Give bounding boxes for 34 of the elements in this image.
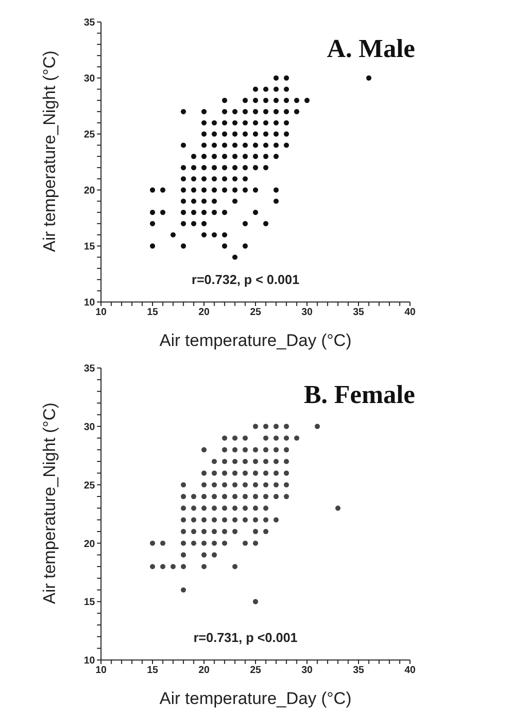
x-axis-title: Air temperature_Day (°C) — [160, 331, 352, 350]
x-tick-label: 30 — [301, 665, 313, 676]
y-tick-label: 30 — [84, 74, 96, 85]
y-tick-label: 20 — [84, 538, 96, 550]
x-tick-label: 40 — [404, 307, 416, 318]
x-tick-label: 15 — [146, 665, 158, 676]
y-axis-title: Air temperature_Night (°C) — [40, 50, 60, 252]
y-tick-label: 10 — [84, 656, 96, 667]
x-tick-label: 25 — [250, 307, 262, 318]
x-tick-label: 35 — [352, 307, 364, 318]
text: B. Female — [304, 380, 415, 410]
y-tick-label: 35 — [84, 18, 96, 29]
y-tick-label: 25 — [84, 130, 96, 141]
y-tick-label: 25 — [84, 480, 96, 492]
annotation: r=0.732, p < 0.001 — [190, 272, 300, 287]
y-tick-label: 35 — [84, 364, 96, 375]
text: A. Male — [326, 34, 415, 64]
x-tick-label: 30 — [301, 307, 313, 318]
y-tick-label: 20 — [84, 186, 96, 197]
x-tick-label: 20 — [198, 665, 210, 676]
x-tick-label: 20 — [198, 307, 210, 318]
x-tick-label: 15 — [146, 307, 158, 318]
x-tick-label: 10 — [95, 307, 107, 318]
annotation: r=0.731, p <0.001 — [192, 630, 299, 645]
x-axis-title: Air temperature_Day (°C) — [160, 689, 352, 708]
y-axis-title: Air temperature_Night (°C) — [40, 402, 60, 604]
y-tick-label: 15 — [84, 597, 96, 608]
y-tick-label: 10 — [84, 298, 96, 309]
x-tick-label: 35 — [352, 665, 364, 676]
y-tick-label: 15 — [84, 242, 96, 253]
y-tick-label: 30 — [84, 422, 96, 433]
x-tick-label: 10 — [95, 665, 107, 676]
x-tick-label: 40 — [404, 665, 416, 676]
x-tick-label: 25 — [250, 665, 262, 676]
